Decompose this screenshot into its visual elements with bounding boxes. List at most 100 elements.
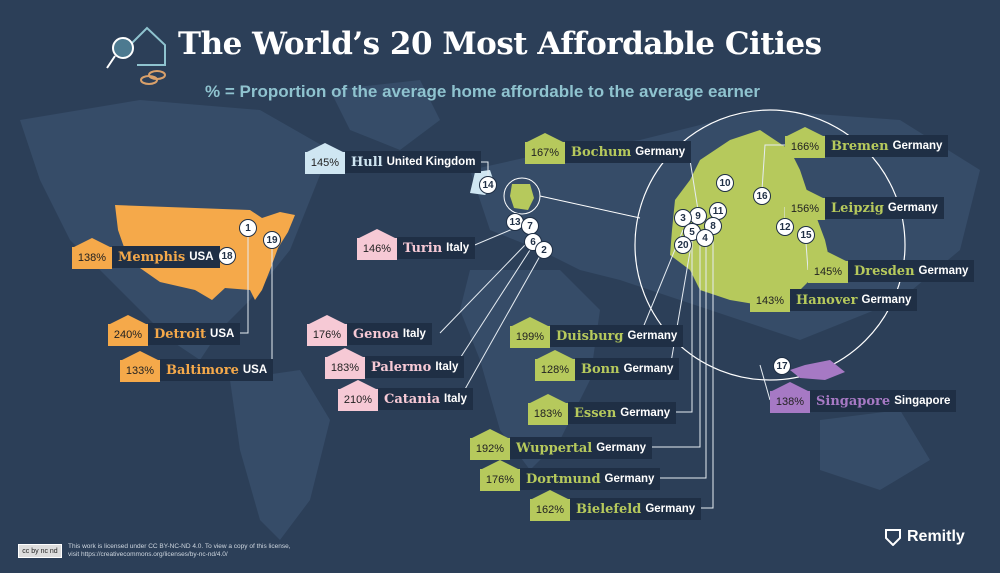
city-name: Detroit (154, 326, 207, 342)
house-percent-badge: 133% (120, 360, 160, 382)
license: cc by nc nd This work is licensed under … (18, 543, 291, 559)
page-title: The World’s 20 Most Affordable Cities (178, 26, 822, 62)
city-name: Bremen (831, 138, 889, 154)
house-percent-badge: 240% (108, 324, 148, 346)
house-percent-badge: 199% (510, 326, 550, 348)
rank-marker: 12 (776, 218, 794, 236)
country-name: Germany (861, 294, 912, 306)
country-name: Germany (918, 265, 969, 277)
city-label-dresden: 145% Dresden Germany (808, 259, 975, 283)
rank-marker: 17 (773, 357, 791, 375)
license-text: This work is licensed under CC BY-NC-ND … (68, 543, 291, 550)
remitly-shield-icon (885, 529, 901, 546)
country-name: Germany (635, 146, 686, 158)
city-name: Singapore (816, 393, 891, 409)
city-label-baltimore: 133% Baltimore USA (120, 358, 274, 382)
rank-marker: 14 (479, 176, 497, 194)
label-box: Leipzig Germany (825, 197, 944, 219)
city-label-bielefeld: 162% Bielefeld Germany (530, 497, 702, 521)
label-box: Catania Italy (378, 388, 474, 410)
cc-license-badge: cc by nc nd (18, 544, 62, 558)
country-name: Singapore (894, 395, 951, 407)
country-name: Italy (402, 328, 426, 340)
country-name: Germany (892, 140, 943, 152)
city-label-dortmund: 176% Dortmund Germany (480, 467, 661, 491)
label-box: Dortmund Germany (520, 468, 661, 490)
city-name: Leipzig (831, 200, 884, 216)
label-box: Duisburg Germany (550, 325, 684, 347)
city-name: Palermo (371, 359, 432, 375)
label-box: Bochum Germany (565, 141, 692, 163)
house-percent-badge: 128% (535, 359, 575, 381)
country-name: Italy (435, 361, 459, 373)
country-name: Germany (620, 407, 671, 419)
city-label-leipzig: 156% Leipzig Germany (785, 196, 944, 220)
label-box: Hanover Germany (790, 289, 918, 311)
label-box: Singapore Singapore (810, 390, 957, 412)
house-percent-badge: 183% (528, 403, 568, 425)
city-label-duisburg: 199% Duisburg Germany (510, 324, 684, 348)
house-percent-badge: 166% (785, 136, 825, 158)
country-name: USA (189, 251, 214, 263)
country-name: Germany (887, 202, 938, 214)
label-box: Wuppertal Germany (510, 437, 653, 459)
brand-name: Remitly (907, 528, 965, 545)
rank-marker: 18 (218, 247, 236, 265)
house-percent-badge: 145% (305, 152, 345, 174)
label-box: Memphis USA (112, 246, 220, 268)
house-percent-badge: 176% (480, 469, 520, 491)
label-box: Essen Germany (568, 402, 677, 424)
city-name: Wuppertal (516, 440, 593, 456)
rank-marker: 19 (263, 231, 281, 249)
city-name: Bielefeld (576, 501, 642, 517)
house-percent-badge: 138% (770, 391, 810, 413)
country-name: Germany (623, 363, 674, 375)
country-name: Germany (645, 503, 696, 515)
label-box: Hull United Kingdom (345, 151, 482, 173)
city-label-detroit: 240% Detroit USA (108, 322, 241, 346)
house-percent-badge: 156% (785, 198, 825, 220)
country-name: USA (242, 364, 268, 376)
city-name: Bonn (581, 361, 620, 377)
rank-marker: 15 (797, 226, 815, 244)
country-name: Germany (604, 473, 655, 485)
rank-marker: 2 (535, 241, 553, 259)
house-percent-badge: 146% (357, 238, 397, 260)
house-percent-badge: 176% (307, 324, 347, 346)
rank-marker: 1 (239, 219, 257, 237)
germany-zoom-circle (634, 109, 906, 381)
country-name: Germany (627, 330, 678, 342)
city-name: Essen (574, 405, 617, 421)
city-label-bremen: 166% Bremen Germany (785, 134, 949, 158)
remitly-logo: Remitly (884, 528, 965, 546)
germany-shape (670, 130, 830, 305)
label-box: Bremen Germany (825, 135, 949, 157)
city-name: Bochum (571, 144, 632, 160)
rank-marker: 4 (696, 229, 714, 247)
city-label-genoa: 176% Genoa Italy (307, 322, 432, 346)
page-subtitle: % = Proportion of the average home affor… (205, 82, 761, 101)
city-name: Hanover (796, 292, 858, 308)
city-name: Dresden (854, 263, 915, 279)
city-name: Memphis (118, 249, 186, 265)
city-label-hull: 145% Hull United Kingdom (305, 150, 482, 174)
rank-marker: 16 (753, 187, 771, 205)
label-box: Bielefeld Germany (570, 498, 702, 520)
city-label-memphis: 138% Memphis USA (72, 245, 220, 269)
city-name: Duisburg (556, 328, 624, 344)
house-percent-badge: 210% (338, 389, 378, 411)
city-name: Baltimore (166, 362, 239, 378)
search-home-coins-icon (106, 26, 166, 85)
license-link[interactable]: visit https://creativecommons.org/licens… (68, 551, 228, 558)
city-name: Hull (351, 154, 383, 170)
label-box: Baltimore USA (160, 359, 274, 381)
city-label-hanover: 143% Hanover Germany (750, 288, 918, 312)
house-percent-badge: 183% (325, 357, 365, 379)
city-name: Genoa (353, 326, 399, 342)
country-name: Germany (596, 442, 647, 454)
city-label-bochum: 167% Bochum Germany (525, 140, 692, 164)
country-name: USA (210, 328, 235, 340)
city-label-palermo: 183% Palermo Italy (325, 355, 465, 379)
singapore-shape (790, 360, 845, 380)
